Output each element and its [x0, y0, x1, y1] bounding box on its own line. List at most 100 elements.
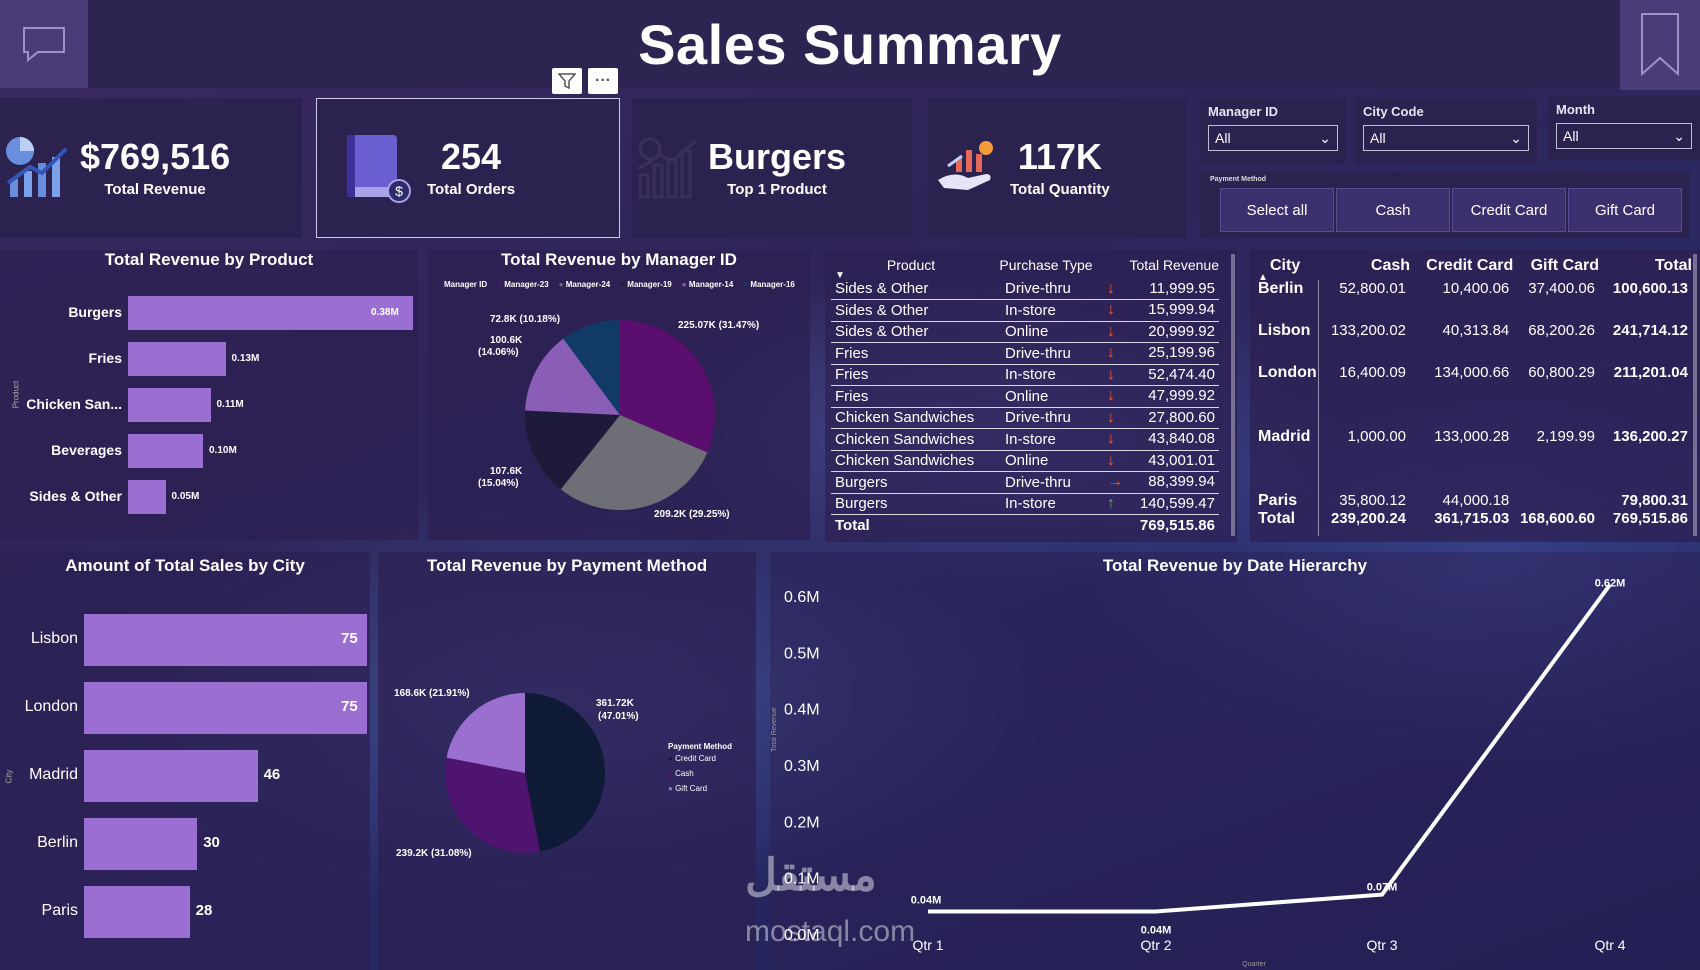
city-code-dropdown[interactable]: All ⌄ [1363, 125, 1529, 151]
sort-indicator-icon[interactable]: ▼ [835, 270, 845, 281]
table-row[interactable]: Fries Drive-thru ↓ 25,199.96 [831, 342, 1219, 365]
manager-id-slicer[interactable]: Manager ID All ⌄ [1200, 98, 1346, 164]
cell-purchase-type: Drive-thru [991, 278, 1101, 300]
city-payment-matrix[interactable]: City Cash Credit Card Gift Card Total Be… [1250, 250, 1700, 542]
legend-item-cash[interactable]: ● Cash [668, 769, 694, 778]
column-header-credit-card[interactable]: Credit Card [1426, 257, 1514, 274]
table-row[interactable]: Chicken Sandwiches In-store ↓ 43,840.08 [831, 428, 1219, 451]
kpi-card-total-quantity[interactable]: 117K Total Quantity [928, 98, 1186, 238]
column-header-gift-card[interactable]: Gift Card [1530, 257, 1600, 274]
table-row[interactable]: Burgers Drive-thru → 88,399.94 [831, 471, 1219, 494]
filter-button[interactable] [552, 68, 582, 94]
visual-title: Amount of Total Sales by City [65, 556, 305, 575]
legend-item-manager-19[interactable]: ● Manager-19 [620, 280, 672, 289]
cell-product: Fries [831, 342, 991, 365]
manager-pie-slice-4[interactable] [563, 320, 620, 415]
trend-arrow-down-icon: ↓ [1107, 365, 1115, 383]
manager-id-dropdown[interactable]: All ⌄ [1208, 125, 1338, 151]
bar-sides-other[interactable] [128, 480, 166, 514]
kpi-card-top-product[interactable]: Burgers Top 1 Product [632, 98, 912, 238]
column-header-purchase-type[interactable]: Purchase Type [999, 257, 1093, 273]
bar-fries[interactable] [128, 342, 226, 376]
kpi-label: Top 1 Product [727, 180, 827, 198]
column-header-product[interactable]: Product [886, 257, 936, 273]
legend-item-manager-23[interactable]: ● Manager-23 [497, 280, 549, 289]
bar-berlin[interactable] [84, 818, 198, 870]
column-header-total[interactable]: Total [1654, 257, 1692, 274]
revenue-chart-icon [6, 137, 68, 197]
payment-credit-card-button[interactable]: Credit Card [1452, 188, 1566, 232]
x-tick-label: Qtr 1 [912, 937, 943, 953]
bookmark-button[interactable] [1620, 0, 1700, 90]
legend-item-credit-card[interactable]: ● Credit Card [668, 754, 716, 763]
legend-item-manager-24[interactable]: ● Manager-24 [558, 280, 611, 289]
city-code-slicer[interactable]: City Code All ⌄ [1355, 98, 1537, 164]
column-header-city[interactable]: City [1270, 257, 1301, 274]
manager-pie-slice-0[interactable] [620, 320, 715, 453]
table-row[interactable]: Paris 35,800.12 44,000.18 79,800.31 [1252, 492, 1692, 510]
table-row[interactable]: Chicken Sandwiches Drive-thru ↓ 27,800.60 [831, 407, 1219, 429]
product-purchase-table[interactable]: Product Purchase Type Total Revenue Side… [825, 250, 1237, 542]
cell-city: Lisbon [1258, 322, 1311, 339]
table-row[interactable]: Lisbon 133,200.02 40,313.84 68,200.26 241,71… [1252, 322, 1692, 364]
scrollbar[interactable] [1693, 254, 1697, 536]
bar-label-berlin: Berlin [37, 834, 78, 851]
slicer-value: All [1563, 128, 1579, 144]
cell-purchase-type: In-store [991, 428, 1101, 451]
manager-pie-slice-1[interactable] [560, 415, 708, 511]
legend-item-manager-16[interactable]: ● Manager-16 [743, 280, 795, 289]
cell-city: Berlin [1258, 280, 1304, 297]
bar-beverages[interactable] [128, 434, 203, 468]
manager-pie-slice-2[interactable] [525, 410, 620, 490]
scrollbar[interactable] [1231, 254, 1235, 536]
revenue-by-manager-visual[interactable]: Total Revenue by Manager ID Manager ID ●… [428, 250, 810, 540]
revenue-by-payment-visual[interactable]: Total Revenue by Payment Method 361.72K (… [378, 552, 756, 970]
bar-lisbon[interactable] [84, 614, 367, 666]
legend-item-gift-card[interactable]: ● Gift Card [668, 784, 708, 793]
column-header-cash[interactable]: Cash [1370, 257, 1411, 274]
revenue-by-date-visual[interactable]: Total Revenue by Date Hierarchy 0.0M 0.1M… [770, 552, 1700, 970]
trend-arrow-up-icon: ↑ [1107, 494, 1115, 512]
table-row[interactable]: Fries Online ↓ 47,999.92 [831, 385, 1219, 408]
sales-by-city-visual[interactable]: Amount of Total Sales by City City Lisbo… [0, 552, 370, 970]
month-slicer[interactable]: Month All ⌄ [1548, 96, 1700, 160]
cell-total-value: 769,515.86 [1139, 517, 1215, 534]
more-options-button[interactable]: ··· [588, 68, 618, 94]
table-row[interactable]: Burgers In-store ↑ 140,599.47 [831, 493, 1219, 515]
table-row[interactable]: Chicken Sandwiches Online ↓ 43,001.01 [831, 450, 1219, 472]
bar-london[interactable] [84, 682, 367, 734]
payment-gift-card-button[interactable]: Gift Card [1568, 188, 1682, 232]
legend-item-manager-14[interactable]: ● Manager-14 [681, 280, 734, 289]
table-row[interactable]: Sides & Other Drive-thru ↓ 11,999.95 [831, 278, 1219, 300]
bar-paris[interactable] [84, 886, 190, 938]
month-dropdown[interactable]: All ⌄ [1556, 123, 1692, 149]
table-row[interactable]: London 16,400.09 134,000.66 60,800.29 211,20… [1252, 364, 1692, 428]
cell-total-cash: 239,200.24 [1330, 510, 1407, 527]
revenue-line[interactable] [928, 583, 1612, 914]
table-row[interactable]: Fries In-store ↓ 52,474.40 [831, 364, 1219, 386]
sort-indicator-icon[interactable]: ▲ [1258, 272, 1268, 283]
comment-button[interactable] [0, 0, 88, 88]
bar-burgers[interactable] [128, 296, 413, 330]
kpi-card-total-revenue[interactable]: $769,516 Total Revenue [0, 98, 302, 238]
payment-cash-button[interactable]: Cash [1336, 188, 1450, 232]
cell-purchase-type: Drive-thru [991, 471, 1101, 494]
payment-select-all-button[interactable]: Select all [1220, 188, 1334, 232]
table-row[interactable]: Madrid 1,000.00 133,000.28 2,199.99 136,200.… [1252, 428, 1692, 492]
payment-pie-slice-0[interactable] [525, 693, 606, 852]
column-header-total-revenue[interactable]: Total Revenue [1129, 257, 1219, 273]
kpi-card-total-orders[interactable]: $ 254 Total Orders [316, 98, 620, 238]
table-row[interactable]: Berlin 52,800.01 10,400.06 37,400.06 100,600… [1252, 280, 1692, 322]
cell-purchase-type: Drive-thru [991, 407, 1101, 429]
trend-arrow-down-icon: ↓ [1107, 344, 1115, 362]
payment-pie-slice-2[interactable] [446, 693, 525, 773]
manager-pie-slice-3[interactable] [525, 338, 620, 415]
bar-madrid[interactable] [84, 750, 258, 802]
revenue-by-product-visual[interactable]: Total Revenue by Product Product Burgers… [0, 250, 418, 540]
payment-pie-slice-1[interactable] [445, 757, 540, 853]
table-row[interactable]: Sides & Other In-store ↓ 15,999.94 [831, 299, 1219, 322]
cell-total: 136,200.27 [1612, 428, 1688, 445]
cell-total-revenue: ↓ 27,800.60 [1101, 407, 1219, 429]
bar-chicken-san[interactable] [128, 388, 211, 422]
table-row[interactable]: Sides & Other Online ↓ 20,999.92 [831, 321, 1219, 343]
